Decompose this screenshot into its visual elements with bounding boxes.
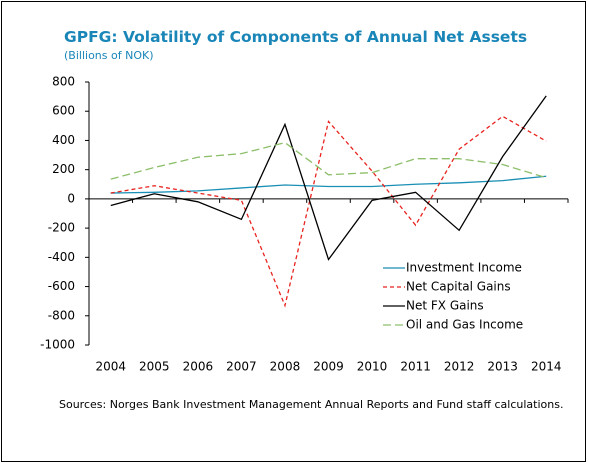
y-tick-label: 600 [52, 104, 75, 118]
y-tick-label: 800 [52, 75, 75, 89]
y-tick-label: -600 [48, 279, 75, 293]
y-tick-label: 0 [67, 191, 75, 205]
legend-label: Oil and Gas Income [406, 318, 523, 332]
chart-subtitle: (Billions of NOK) [64, 49, 154, 62]
y-tick-label: 200 [52, 162, 75, 176]
legend-label: Net Capital Gains [406, 280, 511, 294]
x-tick-label: 2009 [313, 360, 344, 374]
source-note: Sources: Norges Bank Investment Manageme… [59, 398, 564, 411]
legend-label: Net FX Gains [406, 299, 484, 313]
series-line [110, 95, 547, 261]
legend-label: Investment Income [406, 261, 522, 275]
x-tick-label: 2004 [95, 360, 126, 374]
x-tick-label: 2010 [357, 360, 388, 374]
y-tick-label: 400 [52, 133, 75, 147]
x-tick-label: 2014 [531, 360, 562, 374]
y-tick-label: -1000 [40, 338, 75, 352]
x-tick-label: 2007 [226, 360, 257, 374]
y-tick-label: -200 [48, 221, 75, 235]
x-tick-label: 2012 [444, 360, 475, 374]
series-line [110, 115, 547, 308]
x-tick-label: 2011 [400, 360, 431, 374]
series-line [110, 175, 547, 194]
y-tick-label: -400 [48, 250, 75, 264]
series-line [110, 141, 547, 180]
x-tick-label: 2005 [139, 360, 170, 374]
y-tick-label: -800 [48, 308, 75, 322]
x-tick-label: 2008 [270, 360, 301, 374]
x-tick-label: 2006 [183, 360, 214, 374]
x-tick-label: 2013 [487, 360, 518, 374]
chart-title: GPFG: Volatility of Components of Annual… [64, 28, 528, 46]
